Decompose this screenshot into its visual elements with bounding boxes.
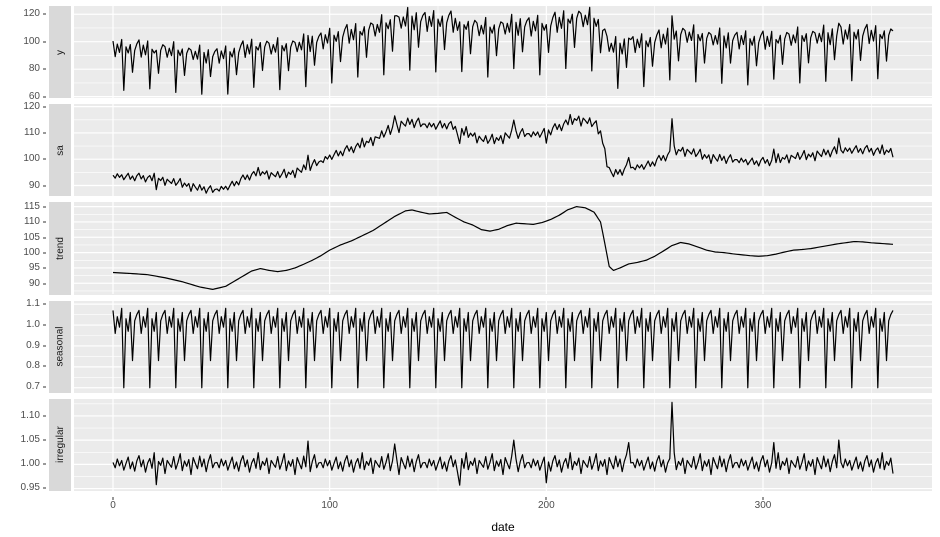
x-tick-label: 300 — [754, 499, 772, 511]
y-tick-mark — [43, 386, 46, 388]
y-axis-labels: 90 95 100 105 110 115 — [2, 200, 46, 294]
y-tick-mark — [43, 283, 46, 285]
y-tick-label: 110 — [24, 127, 40, 139]
panel-plot — [74, 398, 932, 491]
y-tick-mark — [43, 365, 46, 367]
panel-plot — [74, 6, 932, 98]
facet-strip-label: trend — [54, 237, 66, 260]
y-tick-label: 0.7 — [26, 381, 40, 393]
y-tick-mark — [43, 41, 46, 43]
y-tick-mark — [43, 221, 46, 223]
y-axis-labels: 90 100 110 120 — [2, 100, 46, 196]
facet-strip-label: seasonal — [54, 326, 66, 367]
y-axis-labels: 0.7 0.8 0.9 1.0 1.1 — [2, 297, 46, 393]
y-tick-mark — [43, 96, 46, 98]
series-line — [112, 307, 894, 388]
y-tick-mark — [43, 267, 46, 269]
x-tick-label: 0 — [110, 499, 116, 511]
x-tick-mark — [545, 496, 547, 500]
y-tick-mark — [43, 252, 46, 254]
y-tick-mark — [43, 324, 46, 326]
y-tick-label: 1.0 — [26, 318, 40, 330]
y-tick-mark — [43, 185, 46, 187]
y-tick-label: 95 — [28, 262, 40, 274]
y-tick-label: 80 — [28, 63, 40, 75]
y-tick-label: 120 — [23, 8, 40, 20]
y-tick-label: 0.8 — [26, 360, 40, 372]
facet-strip-label: y — [54, 49, 66, 55]
facet-strip: sa — [49, 104, 71, 197]
y-tick-mark — [43, 345, 46, 347]
y-tick-label: 100 — [23, 246, 40, 258]
panel — [74, 6, 932, 99]
y-tick-label: 0.9 — [26, 339, 40, 351]
y-tick-mark — [43, 237, 46, 239]
facet-strip: seasonal — [49, 300, 71, 393]
y-tick-label: 1.00 — [20, 458, 40, 470]
y-tick-mark — [43, 487, 46, 489]
x-axis: 0 100 200 300 — [74, 496, 932, 512]
y-tick-mark — [43, 68, 46, 70]
y-tick-label: 120 — [23, 100, 40, 112]
facet-strip: y — [49, 6, 71, 99]
panel-plot — [74, 202, 932, 295]
y-tick-mark — [43, 463, 46, 465]
y-tick-mark — [43, 132, 46, 134]
series-line — [112, 206, 894, 291]
panel — [74, 300, 932, 393]
y-axis-labels: 0.95 1.00 1.05 1.10 — [2, 399, 46, 494]
y-tick-label: 110 — [24, 216, 40, 228]
y-axis-labels: 60 80 100 120 — [2, 6, 46, 101]
y-tick-label: 100 — [23, 153, 40, 165]
y-tick-mark — [43, 106, 46, 108]
y-tick-label: 60 — [28, 90, 40, 102]
y-tick-label: 1.1 — [26, 297, 40, 309]
x-tick-label: 200 — [537, 499, 555, 511]
series-line — [112, 6, 894, 95]
x-axis-spacer — [2, 497, 71, 512]
x-tick-mark — [762, 496, 764, 500]
y-tick-mark — [43, 303, 46, 305]
y-tick-label: 100 — [23, 35, 40, 47]
y-tick-mark — [43, 206, 46, 208]
facet-strip-label: irregular — [54, 426, 66, 464]
y-tick-label: 105 — [23, 231, 40, 243]
y-tick-label: 90 — [28, 179, 40, 191]
panel — [74, 104, 932, 197]
x-axis-title: date — [491, 519, 515, 534]
x-tick-mark — [329, 496, 331, 500]
x-tick-mark — [112, 496, 114, 500]
panel-plot — [74, 104, 932, 197]
y-tick-label: 1.05 — [20, 433, 40, 445]
y-tick-label: 90 — [28, 277, 40, 289]
y-tick-mark — [43, 158, 46, 160]
y-tick-mark — [43, 13, 46, 15]
facet-strip: irregular — [49, 398, 71, 491]
y-tick-label: 1.10 — [20, 409, 40, 421]
panel — [74, 202, 932, 295]
y-tick-mark — [43, 439, 46, 441]
facet-strip-label: sa — [54, 145, 66, 156]
x-axis-title-spacer — [2, 518, 71, 535]
x-tick-label: 100 — [321, 499, 338, 511]
y-tick-mark — [43, 415, 46, 417]
plot-grid: 60 80 100 120 y 90 100 110 120 sa 90 95 100 105 11… — [2, 6, 932, 535]
panel — [74, 398, 932, 491]
series-line — [112, 114, 894, 194]
y-tick-label: 0.95 — [20, 482, 40, 494]
series-line — [112, 401, 894, 486]
panel-plot — [74, 300, 932, 393]
facet-strip: trend — [49, 202, 71, 295]
y-tick-label: 115 — [24, 200, 40, 212]
